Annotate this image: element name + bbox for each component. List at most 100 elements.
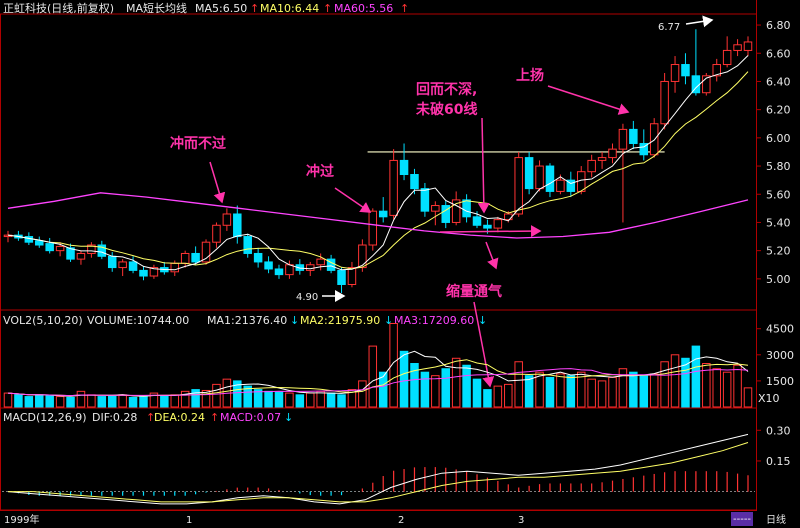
dif-value: DIF:0.28 — [92, 411, 137, 424]
volume-bar — [107, 395, 117, 408]
volume-bar — [389, 322, 398, 408]
candle-body — [76, 252, 86, 260]
volume-bar — [399, 350, 409, 408]
candle-body — [556, 179, 565, 192]
volume-bar — [326, 392, 336, 408]
year-label: 1999年 — [4, 513, 39, 526]
price-tick-label: 6.80 — [766, 19, 791, 32]
volume-bar — [545, 376, 555, 408]
month-label-2: 2 — [398, 515, 404, 526]
volume-bar — [451, 357, 461, 408]
volume-bar — [629, 371, 638, 408]
annotation-arrow — [547, 85, 630, 115]
change-indicator: ↑ — [250, 2, 259, 15]
vol-label: VOL2(5,10,20) — [3, 314, 83, 327]
candle-body — [566, 179, 576, 192]
volume-value: VOLUME:10744.00 — [87, 314, 189, 327]
volume-bar — [274, 391, 284, 408]
annotation-arrow — [477, 117, 490, 214]
candle-body — [45, 243, 54, 252]
ma10-value: MA10:6.44 — [260, 2, 319, 15]
candle-body — [212, 224, 221, 243]
volume-bar — [160, 395, 169, 408]
volume-bar — [566, 375, 576, 408]
change-indicator: ↓ — [478, 314, 487, 327]
volume-bar — [597, 380, 607, 408]
candle-body — [368, 210, 378, 246]
time-axis — [0, 510, 800, 528]
ma10-line — [7, 71, 749, 270]
dif-line — [7, 433, 749, 505]
volume-bar — [639, 375, 649, 408]
volume-bar — [410, 363, 419, 408]
volume-bar — [514, 361, 523, 408]
volume-bar — [347, 389, 357, 408]
volume-bar — [483, 389, 492, 408]
candle-body — [733, 44, 742, 51]
volume-bar — [618, 368, 628, 408]
volume-bar — [556, 373, 565, 408]
volume-bar — [201, 389, 211, 408]
candle-body — [431, 205, 440, 212]
candle-body — [514, 157, 523, 215]
candle-body — [608, 148, 617, 159]
volume-bar — [649, 373, 659, 408]
volume-bar — [733, 364, 742, 408]
y-axis-ticks: 5.00 5.20 5.40 5.60 5.80 6.00 6.20 6.40 6.60 6.80… — [146, 2, 794, 468]
candle-body — [712, 64, 721, 77]
volume-bar — [691, 345, 701, 408]
candle-body — [597, 157, 607, 161]
candle-body — [201, 241, 211, 263]
candle-body — [545, 165, 555, 192]
candle-body — [441, 205, 450, 223]
dea-value: DEA:0.24 — [154, 411, 205, 424]
volume-bar — [493, 385, 503, 408]
volume-bar — [472, 378, 482, 408]
candle-body — [107, 255, 117, 269]
volume-bar — [358, 380, 367, 408]
volume-bar — [285, 392, 294, 408]
volume-unit-label: X10 — [758, 392, 780, 405]
candle-body — [389, 159, 398, 216]
dea-line — [8, 442, 749, 503]
candle-body — [670, 64, 680, 82]
candle-body — [483, 224, 492, 229]
candle-body — [504, 213, 513, 221]
candle-body — [493, 219, 503, 229]
volume-bar — [660, 361, 669, 408]
price-tick-label: 5.40 — [766, 216, 791, 229]
macd-tick-label: 0.30 — [766, 424, 791, 437]
candle-body — [337, 269, 346, 285]
period-tab[interactable]: 日线 — [766, 513, 786, 526]
volume-bar — [722, 371, 732, 408]
candle-body — [743, 41, 753, 51]
candle-body — [524, 157, 534, 190]
price-tick-label: 6.60 — [766, 47, 791, 60]
candle-body — [24, 236, 34, 243]
candle-body — [180, 252, 190, 264]
annotation-arrow — [439, 225, 542, 238]
volume-bar — [316, 390, 325, 408]
volume-bar — [295, 394, 305, 408]
candle-body — [87, 244, 96, 254]
stock-title: 正虹科技(日线,前复权) — [3, 1, 114, 15]
volume-bar — [504, 383, 513, 408]
volume-tick-label: 4500 — [766, 323, 794, 336]
scroll-indicator[interactable] — [731, 512, 753, 526]
candle-body — [649, 123, 659, 156]
candle-body — [629, 128, 638, 144]
vol-ma1-value: MA1:21376.40 — [207, 314, 287, 327]
candle-body — [233, 213, 242, 238]
ma-label: MA短长均线 — [126, 1, 187, 15]
annotation-wei-po-60: 未破60线 — [416, 101, 477, 118]
price-tick-label: 5.60 — [766, 188, 791, 201]
price-tick-label: 5.20 — [766, 245, 791, 258]
price-tick-label: 5.00 — [766, 273, 791, 286]
volume-bar — [87, 394, 96, 408]
volume-bar — [368, 345, 378, 408]
annotation-arrow — [209, 161, 226, 204]
volume-bar — [378, 371, 388, 408]
ma60-line — [7, 192, 749, 239]
volume-bar — [35, 394, 44, 408]
volume-bar — [441, 368, 450, 408]
